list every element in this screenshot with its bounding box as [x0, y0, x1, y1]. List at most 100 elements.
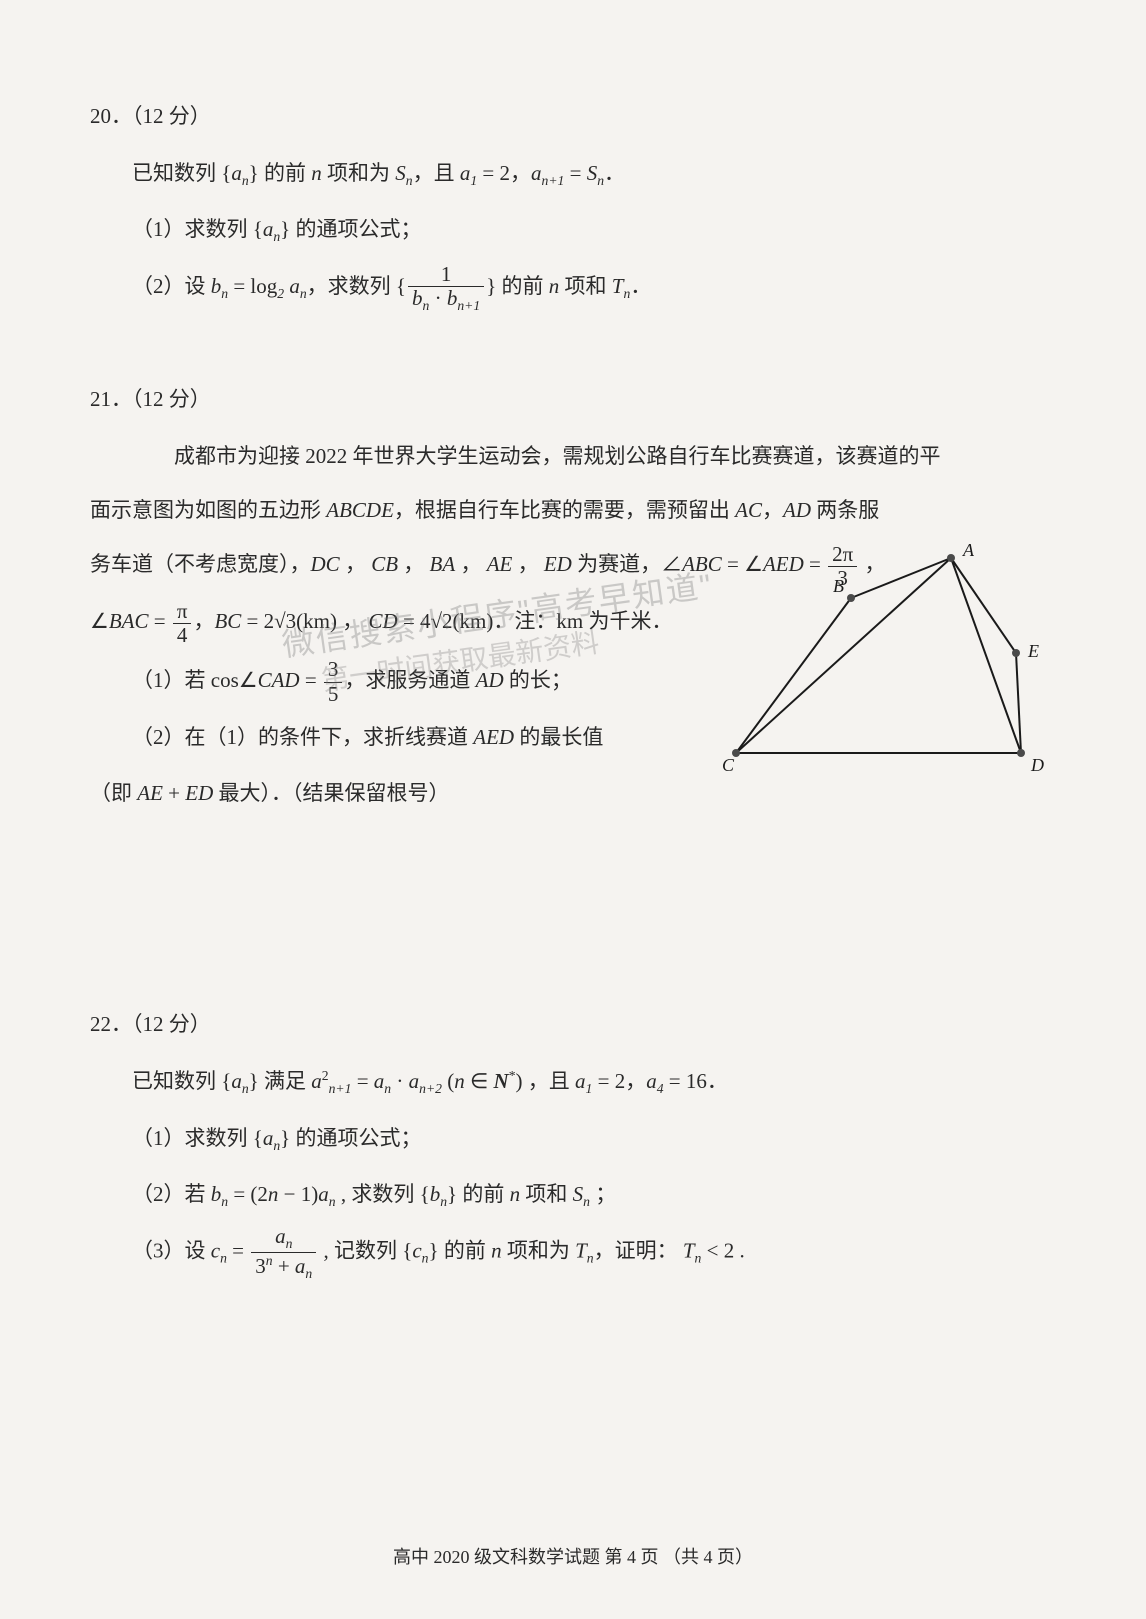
subscript: n: [422, 1251, 429, 1266]
subscript: n: [406, 173, 413, 188]
text: 项和为: [502, 1239, 576, 1263]
var-a: a: [231, 161, 242, 185]
problem-20-header: 20．（12 分）: [90, 100, 1056, 130]
numerator: π: [173, 600, 192, 624]
numerator: 3: [324, 658, 343, 682]
text: } 的通项公式；: [280, 1126, 421, 1150]
var-a: a: [231, 1069, 242, 1093]
superscript: 2: [322, 1068, 329, 1083]
subscript: 4: [657, 1082, 664, 1097]
text: ∈: [465, 1069, 494, 1093]
subscript: n: [583, 1194, 590, 1209]
subscript: n: [305, 1266, 312, 1281]
fraction: 1bn · bn+1: [408, 263, 484, 313]
var-S: S: [395, 161, 406, 185]
var: ED: [544, 552, 572, 576]
denominator: 3n + an: [251, 1253, 316, 1281]
var-a: a: [409, 1069, 420, 1093]
var-b: b: [430, 1182, 441, 1206]
text: （1）若 cos∠: [132, 668, 258, 692]
var: BA: [430, 552, 456, 576]
text: = (2: [228, 1182, 268, 1206]
subscript: n+1: [457, 298, 480, 313]
var-a: a: [646, 1069, 657, 1093]
text: = 2，: [477, 161, 531, 185]
var: BC: [214, 609, 241, 633]
subscript: n: [300, 286, 307, 301]
problem-20-part2: （2）设 bn = log2 an，求数列 {1bn · bn+1} 的前 n …: [132, 261, 1056, 313]
var: BAC: [109, 609, 149, 633]
var: CB: [371, 552, 398, 576]
text: 为赛道，∠: [572, 552, 682, 576]
problem-21-para2: 面示意图为如图的五边形 ABCDE，根据自行车比赛的需要，需预留出 AC，AD …: [90, 487, 1056, 533]
superscript: n: [266, 1253, 273, 1268]
diagram-svg: ABCDE: [706, 543, 1046, 773]
subscript: n: [329, 1194, 336, 1209]
problem-21-part2b: （即 AE + ED 最大）．（结果保留根号）: [90, 768, 1056, 818]
subscript: n: [286, 1237, 293, 1252]
text: 的最长值: [514, 725, 603, 749]
text: 面示意图为如图的五边形: [90, 498, 326, 522]
text: +: [163, 781, 185, 805]
var-a: a: [263, 1126, 274, 1150]
text: （1）求数列 {: [132, 217, 263, 241]
var-T: T: [575, 1239, 587, 1263]
problem-22: 22．（12 分） 已知数列 {an} 满足 a2n+1 = an · an+2…: [90, 1008, 1056, 1280]
var-T: T: [612, 274, 624, 298]
fraction: 35: [324, 658, 343, 705]
text: ，求服务通道: [344, 668, 475, 692]
denominator: bn · bn+1: [408, 287, 484, 313]
text: （2）在（1）的条件下，求折线赛道: [132, 725, 473, 749]
text: = 2，: [592, 1069, 646, 1093]
svg-text:B: B: [833, 576, 844, 596]
text: } 的前: [447, 1182, 510, 1206]
text: ·: [429, 286, 447, 310]
var-a: a: [275, 1224, 286, 1248]
var-a: a: [289, 274, 300, 298]
text: = 16．: [664, 1069, 728, 1093]
svg-text:A: A: [962, 543, 975, 560]
svg-text:D: D: [1030, 755, 1044, 773]
text: （3）设: [132, 1239, 211, 1263]
text: ，: [340, 552, 372, 576]
var-T: T: [683, 1239, 695, 1263]
var: AE: [487, 552, 513, 576]
problem-21: 21．（12 分） 成都市为迎接 2022 年世界大学生运动会，需规划公路自行车…: [90, 383, 1056, 819]
text: ，: [398, 552, 430, 576]
text: ) ，且: [516, 1069, 576, 1093]
subscript: n: [220, 1251, 227, 1266]
text: = 4√2(km)．注：km 为千米．: [398, 609, 673, 633]
problem-22-part3: （3）设 cn = an3n + an , 记数列 {cn} 的前 n 项和为 …: [132, 1225, 1056, 1280]
var-n: n: [491, 1239, 502, 1263]
text: 已知数列 {: [132, 1069, 231, 1093]
var: AD: [476, 668, 504, 692]
var-a: a: [531, 161, 542, 185]
subscript: n+2: [419, 1082, 442, 1097]
var: AED: [473, 725, 514, 749]
var: ED: [185, 781, 213, 805]
text: = log: [228, 274, 277, 298]
problem-20-part1: （1）求数列 {an} 的通项公式；: [132, 204, 1056, 254]
var-b: b: [211, 1182, 222, 1206]
text: } 的前: [486, 274, 549, 298]
text: ，: [762, 498, 783, 522]
text: ，: [193, 609, 214, 633]
text: （2）若: [132, 1182, 211, 1206]
denominator: 4: [173, 624, 192, 647]
text: 最大）．（结果保留根号）: [213, 781, 449, 805]
text: ，求数列 {: [307, 274, 406, 298]
var-a: a: [318, 1182, 329, 1206]
fraction: an3n + an: [251, 1225, 316, 1280]
text: (: [442, 1069, 454, 1093]
text: （2）设: [132, 274, 211, 298]
var-a: a: [295, 1254, 306, 1278]
text: =: [149, 609, 171, 633]
var-a: a: [263, 217, 274, 241]
text: } 的前: [429, 1239, 492, 1263]
denominator: 5: [324, 683, 343, 706]
var-n: n: [311, 161, 322, 185]
text: 已知数列 {: [132, 161, 231, 185]
var: AC: [735, 498, 762, 522]
text: （即: [90, 781, 137, 805]
var-n: n: [549, 274, 560, 298]
